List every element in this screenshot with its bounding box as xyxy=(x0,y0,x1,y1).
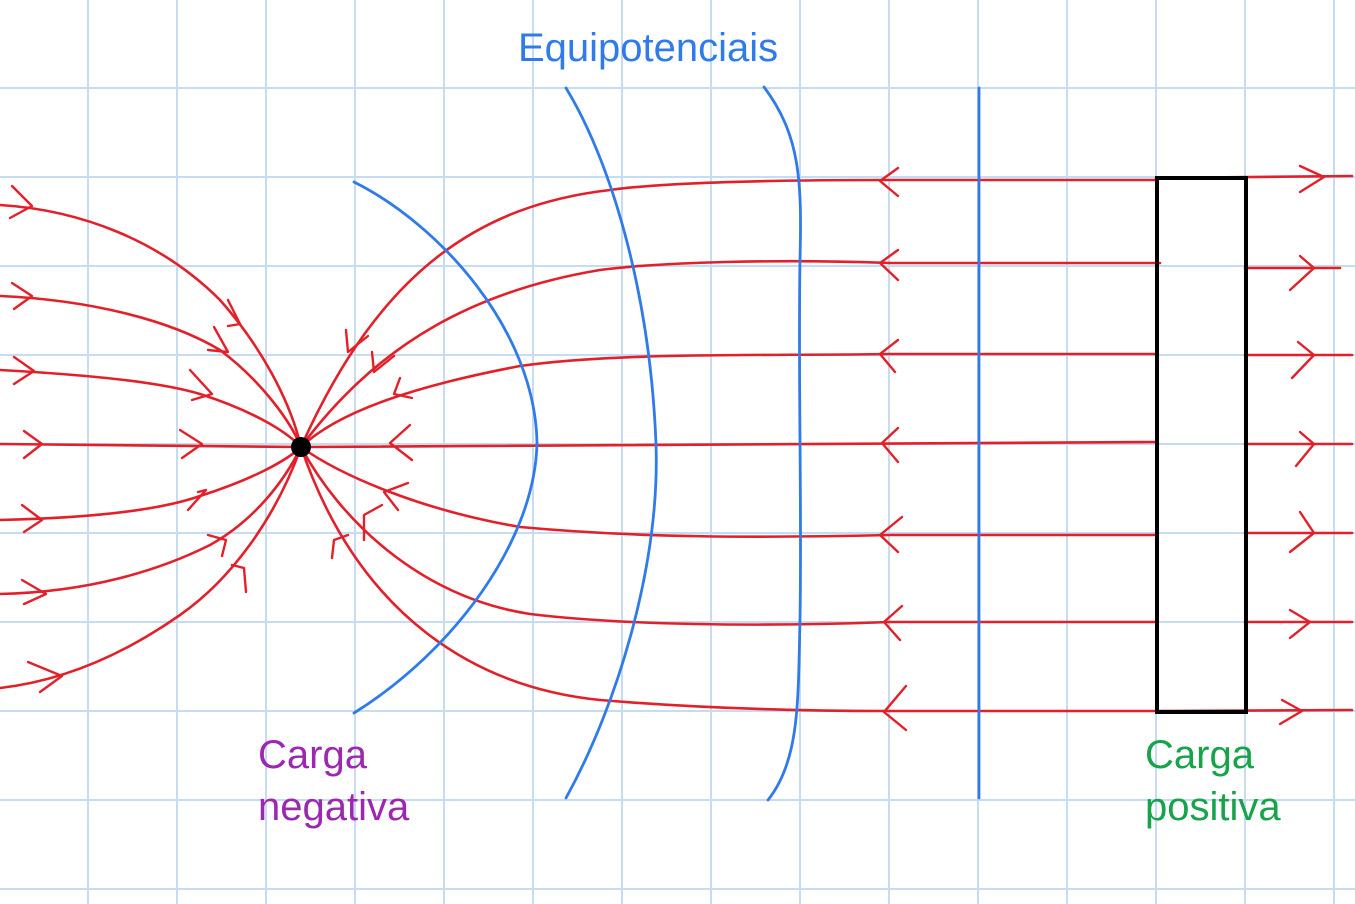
field-line xyxy=(0,442,303,449)
arrow-left-icon xyxy=(878,338,900,374)
field-line xyxy=(299,445,1158,626)
arrow-icon xyxy=(382,481,410,512)
arrow-left-icon xyxy=(880,426,900,464)
arrow-icon xyxy=(20,578,48,606)
equipotential-line xyxy=(564,86,658,800)
field-line xyxy=(0,445,303,522)
arrow-right-icon xyxy=(1298,164,1326,194)
arrow-right-icon xyxy=(1288,254,1316,292)
positive-plate xyxy=(1155,176,1248,714)
field-line xyxy=(299,440,1158,449)
negative-point-charge xyxy=(291,437,311,457)
arrow-left-icon xyxy=(878,515,904,554)
negative-label-line1: Carga xyxy=(258,733,367,777)
arrow-right-icon xyxy=(1294,430,1316,468)
equipotential-line xyxy=(352,180,539,715)
arrow-icon xyxy=(26,660,64,694)
field-arrows xyxy=(8,164,1326,732)
field-line xyxy=(0,294,303,449)
equipotentials-title: Equipotenciais xyxy=(518,26,779,70)
arrow-icon xyxy=(186,488,208,512)
arrow-left-icon xyxy=(388,423,414,462)
arrow-icon xyxy=(226,298,242,328)
field-line xyxy=(0,445,303,596)
arrow-left-icon xyxy=(882,684,908,732)
negative-label-line2: negativa xyxy=(258,785,410,829)
arrow-left-icon xyxy=(878,166,900,198)
arrow-left-icon xyxy=(882,604,904,642)
arrow-icon xyxy=(206,325,230,354)
positive-label-line2: positiva xyxy=(1145,785,1281,829)
arrow-left-icon xyxy=(878,248,900,282)
field-line xyxy=(299,352,1158,449)
arrow-icon xyxy=(370,350,396,374)
field-lines xyxy=(0,174,1354,713)
field-line xyxy=(0,445,303,690)
arrow-icon xyxy=(230,563,248,594)
arrow-icon xyxy=(178,428,204,460)
arrow-right-icon xyxy=(1288,608,1312,640)
arrow-icon xyxy=(20,503,44,534)
arrow-right-icon xyxy=(1290,340,1316,380)
arrow-right-icon xyxy=(1278,698,1304,726)
arrow-right-icon xyxy=(1288,510,1316,554)
equipotential-lines xyxy=(352,85,981,802)
positive-label-line1: Carga xyxy=(1145,733,1254,777)
field-line xyxy=(299,445,1158,539)
arrow-icon xyxy=(8,184,34,220)
field-line xyxy=(299,178,1158,449)
field-line xyxy=(299,445,1158,713)
field-line xyxy=(299,259,1162,449)
positive-charge-label: Carga positiva xyxy=(1145,729,1281,833)
arrow-icon xyxy=(330,533,350,560)
field-line xyxy=(0,203,303,449)
arrow-icon xyxy=(12,355,36,386)
arrow-icon xyxy=(362,503,384,542)
arrow-icon xyxy=(10,281,34,311)
arrow-icon xyxy=(344,328,370,354)
negative-charge-label: Carga negativa xyxy=(258,729,409,833)
arrow-icon xyxy=(188,368,214,402)
arrow-icon xyxy=(206,533,228,558)
arrow-icon xyxy=(22,429,44,460)
arrow-icon xyxy=(392,376,414,400)
equipotential-line xyxy=(762,85,802,802)
field-line xyxy=(0,368,303,449)
